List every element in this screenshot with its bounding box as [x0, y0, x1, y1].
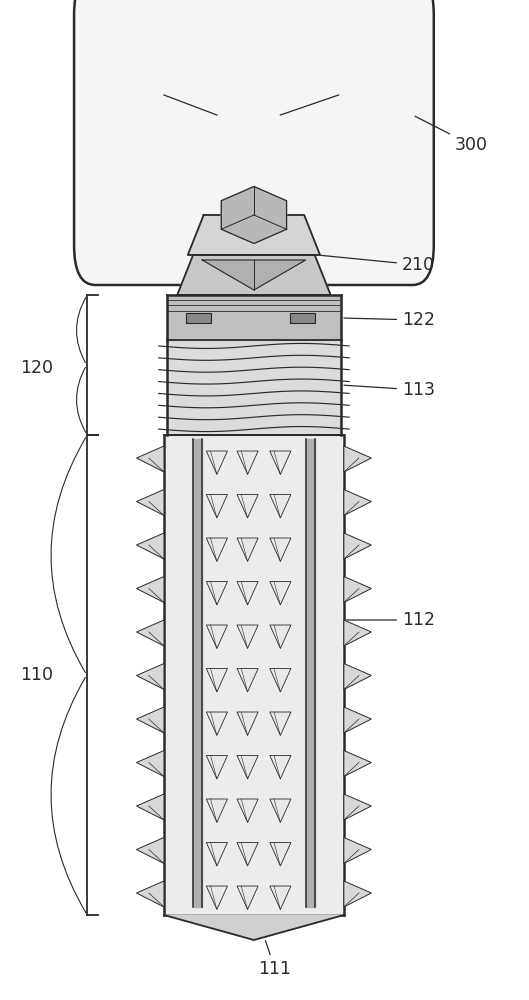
Text: 122: 122 — [344, 311, 435, 329]
Polygon shape — [136, 707, 164, 733]
Polygon shape — [270, 495, 291, 518]
Bar — [290, 312, 315, 322]
Polygon shape — [136, 881, 164, 907]
Polygon shape — [344, 446, 371, 472]
Polygon shape — [270, 712, 291, 735]
Polygon shape — [136, 664, 164, 690]
Polygon shape — [188, 215, 320, 255]
Polygon shape — [237, 582, 258, 605]
Polygon shape — [136, 750, 164, 776]
Polygon shape — [237, 451, 258, 474]
Polygon shape — [136, 576, 164, 602]
Polygon shape — [344, 533, 371, 559]
Polygon shape — [237, 495, 258, 518]
Text: 112: 112 — [346, 611, 435, 629]
Polygon shape — [344, 664, 371, 690]
Text: 210: 210 — [320, 255, 435, 274]
Polygon shape — [177, 255, 331, 295]
Polygon shape — [270, 799, 291, 822]
Polygon shape — [270, 582, 291, 605]
Polygon shape — [206, 495, 227, 518]
Polygon shape — [202, 260, 306, 290]
Polygon shape — [206, 451, 227, 474]
Polygon shape — [167, 295, 341, 340]
Polygon shape — [344, 490, 371, 516]
Polygon shape — [270, 886, 291, 909]
Polygon shape — [344, 837, 371, 863]
Polygon shape — [237, 799, 258, 822]
Polygon shape — [164, 915, 344, 940]
Text: 120: 120 — [21, 359, 53, 377]
Polygon shape — [237, 886, 258, 909]
Bar — [186, 312, 211, 322]
Polygon shape — [237, 712, 258, 735]
Polygon shape — [206, 625, 227, 648]
Polygon shape — [206, 712, 227, 735]
Polygon shape — [164, 435, 344, 915]
Polygon shape — [270, 625, 291, 648]
Polygon shape — [206, 668, 227, 692]
Text: 113: 113 — [344, 381, 435, 399]
Polygon shape — [344, 707, 371, 733]
Polygon shape — [136, 794, 164, 820]
Polygon shape — [270, 451, 291, 474]
Polygon shape — [306, 439, 315, 907]
Polygon shape — [167, 340, 341, 435]
Polygon shape — [206, 756, 227, 779]
Polygon shape — [270, 668, 291, 692]
Polygon shape — [270, 756, 291, 779]
Polygon shape — [270, 538, 291, 561]
Polygon shape — [344, 881, 371, 907]
Polygon shape — [344, 794, 371, 820]
Polygon shape — [221, 186, 287, 243]
Text: 300: 300 — [415, 116, 488, 154]
Polygon shape — [193, 439, 202, 907]
Polygon shape — [344, 750, 371, 776]
Polygon shape — [206, 799, 227, 822]
Polygon shape — [206, 886, 227, 909]
Polygon shape — [237, 756, 258, 779]
Polygon shape — [136, 490, 164, 516]
Polygon shape — [344, 620, 371, 646]
Polygon shape — [136, 620, 164, 646]
Polygon shape — [237, 842, 258, 866]
Text: 111: 111 — [259, 941, 291, 978]
Polygon shape — [206, 842, 227, 866]
FancyBboxPatch shape — [74, 0, 434, 285]
Polygon shape — [136, 533, 164, 559]
Text: 110: 110 — [21, 666, 53, 684]
Polygon shape — [206, 538, 227, 561]
Polygon shape — [270, 842, 291, 866]
Polygon shape — [237, 538, 258, 561]
Polygon shape — [344, 576, 371, 602]
Polygon shape — [237, 668, 258, 692]
Polygon shape — [237, 625, 258, 648]
Polygon shape — [136, 446, 164, 472]
Polygon shape — [206, 582, 227, 605]
Polygon shape — [136, 837, 164, 863]
